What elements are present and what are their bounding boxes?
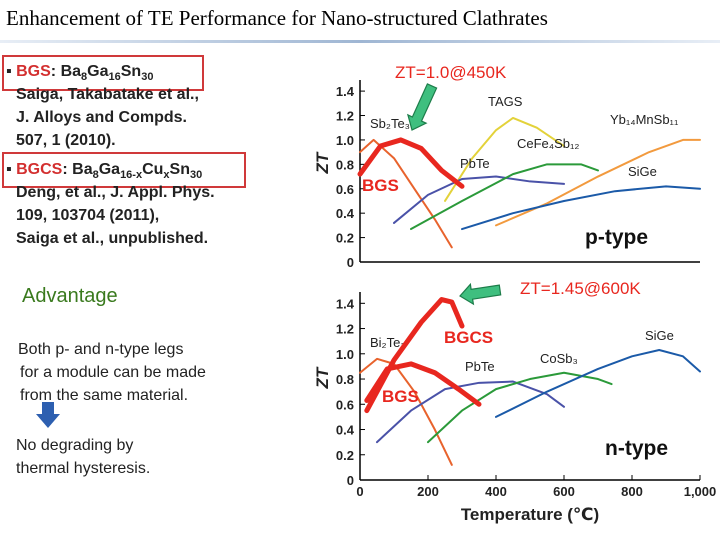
series-label: Sb₂Te₃ [370, 116, 410, 131]
ref-line: 507, 1 (2010). [16, 132, 116, 149]
y-tick-label: 0.6 [336, 182, 354, 197]
series-label: BGS [362, 176, 399, 195]
series-line-cosb [427, 371, 613, 444]
y-tick-label: 1.0 [336, 347, 354, 362]
series-label: PbTe [460, 156, 490, 171]
y-tick-label: 0.8 [336, 157, 354, 172]
series-label: CeFe₄Sb₁₂ [517, 136, 579, 151]
text-line: thermal hysteresis. [16, 460, 151, 477]
series-line-bite [359, 357, 453, 466]
ref-label: BGCS [16, 161, 63, 178]
series-line-sbte [359, 138, 453, 249]
y-tick-label: 0.4 [336, 423, 355, 438]
bullet: ▪ [6, 161, 12, 178]
y-tick-label: 0 [347, 255, 354, 270]
ref-line: J. Alloys and Compds. [16, 109, 187, 126]
y-tick-label: 1.4 [336, 296, 355, 311]
text-line: from the same material. [20, 387, 189, 404]
series-line-bgcs [364, 297, 465, 414]
advantage-heading: Advantage [22, 285, 118, 307]
text-line: No degrading by [16, 437, 134, 454]
formula: Ba8Ga16-xCuxSn30 [72, 161, 203, 182]
ref-bgs: ▪ BGS: Ba8Ga16Sn30 Saiga, Takabatake et … [6, 60, 199, 152]
x-axis-label: Temperature (℃) [461, 505, 599, 524]
y-tick-label: 0 [347, 473, 354, 488]
series-line-tags [444, 116, 565, 202]
series-line-ybmnsb [495, 138, 701, 227]
callout-arrow-icon [406, 83, 438, 131]
title-divider [0, 40, 720, 43]
callout-text: ZT=1.0@450K [395, 63, 507, 82]
text-line: for a module can be made [20, 364, 206, 381]
ref-line: Deng, et al., J. Appl. Phys. [16, 184, 215, 201]
ref-label: BGS [16, 63, 51, 80]
hysteresis-text: No degrading by thermal hysteresis. [16, 434, 150, 480]
y-tick-label: 1.4 [336, 84, 355, 99]
y-tick-label: 0.6 [336, 397, 354, 412]
y-tick-label: 1.0 [336, 133, 354, 148]
series-label: SiGe [628, 164, 657, 179]
ref-bgcs: ▪ BGCS: Ba8Ga16-xCuxSn30 Deng, et al., J… [6, 158, 215, 250]
series-line-sige [461, 185, 701, 231]
y-tick-label: 0.2 [336, 231, 354, 246]
panel-label: p-type [585, 226, 648, 249]
bgcs-highlight-box [2, 152, 246, 188]
x-tick-label: 0 [356, 484, 363, 499]
left-text-panel: ▪ BGS: Ba8Ga16Sn30 Saiga, Takabatake et … [0, 50, 310, 540]
series-line-pbte [393, 175, 565, 224]
y-tick-label: 0.2 [336, 448, 354, 463]
formula: Ba8Ga16Sn30 [60, 63, 154, 84]
x-tick-label: 200 [417, 484, 439, 499]
bullet: ▪ [6, 63, 12, 80]
text-line: Both p- and n-type legs [18, 341, 184, 358]
callout-text: ZT=1.45@600K [520, 279, 641, 298]
series-line-pbte [376, 380, 565, 444]
y-axis-label: ZT [313, 366, 332, 389]
series-label: CoSb₃ [540, 351, 578, 366]
series-label: Yb₁₄MnSb₁₁ [610, 112, 679, 127]
series-line-bgs [357, 137, 465, 189]
y-tick-label: 0.8 [336, 372, 354, 387]
series-label: BGS [382, 387, 419, 406]
x-tick-label: 800 [621, 484, 643, 499]
ref-line: 109, 103704 (2011), [16, 207, 160, 224]
bgs-highlight-box [2, 55, 204, 91]
callout-arrow-icon [459, 282, 502, 306]
x-tick-label: 600 [553, 484, 575, 499]
x-tick-label: 400 [485, 484, 507, 499]
y-tick-label: 1.2 [336, 322, 354, 337]
series-label: Bi₂Te₃ [370, 335, 406, 350]
series-label: BGCS [444, 328, 493, 347]
x-tick-label: 1,000 [684, 484, 717, 499]
series-line-cefesb [410, 163, 599, 231]
advantage-text: Both p- and n-type legs for a module can… [18, 338, 206, 407]
y-tick-label: 1.2 [336, 109, 354, 124]
series-label: SiGe [645, 328, 674, 343]
y-axis-label: ZT [313, 151, 332, 174]
series-line-sige [495, 349, 701, 418]
panel-label: n-type [605, 437, 668, 460]
y-tick-label: 0.4 [336, 206, 355, 221]
ref-line: Saiga, Takabatake et al., [16, 86, 199, 103]
series-label: TAGS [488, 94, 523, 109]
slide-title: Enhancement of TE Performance for Nano-s… [6, 6, 548, 30]
ref-line: Saiga et al., unpublished. [16, 230, 209, 247]
down-arrow-icon [36, 402, 60, 428]
series-label: PbTe [465, 359, 495, 374]
